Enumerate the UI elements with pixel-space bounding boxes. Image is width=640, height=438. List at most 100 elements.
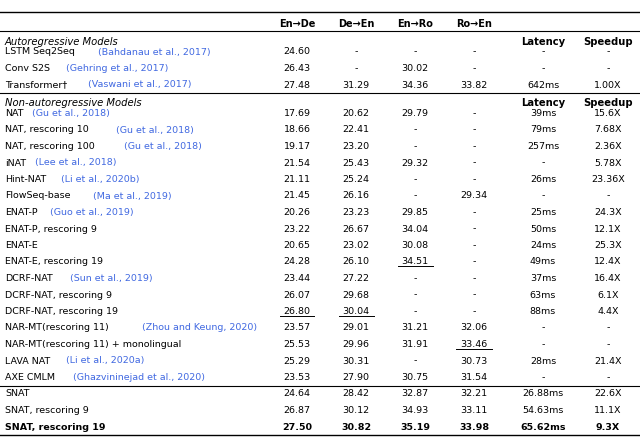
- Text: 20.65: 20.65: [284, 240, 310, 249]
- Text: Ro→En: Ro→En: [456, 19, 492, 29]
- Text: -: -: [472, 175, 476, 184]
- Text: 23.20: 23.20: [342, 141, 369, 151]
- Text: 31.91: 31.91: [401, 339, 429, 348]
- Text: Autoregressive Models: Autoregressive Models: [5, 37, 119, 47]
- Text: 21.4X: 21.4X: [595, 356, 621, 365]
- Text: 29.79: 29.79: [401, 109, 429, 118]
- Text: 257ms: 257ms: [527, 141, 559, 151]
- Text: NAT: NAT: [5, 109, 24, 118]
- Text: 2.36X: 2.36X: [594, 141, 622, 151]
- Text: -: -: [541, 339, 545, 348]
- Text: En→De: En→De: [279, 19, 315, 29]
- Text: 26.67: 26.67: [342, 224, 369, 233]
- Text: -: -: [472, 158, 476, 167]
- Text: 30.02: 30.02: [401, 64, 429, 73]
- Text: 22.41: 22.41: [342, 125, 369, 134]
- Text: 30.12: 30.12: [342, 405, 369, 414]
- Text: 33.82: 33.82: [460, 80, 488, 89]
- Text: ENAT-P: ENAT-P: [5, 208, 38, 216]
- Text: 642ms: 642ms: [527, 80, 559, 89]
- Text: En→Ro: En→Ro: [397, 19, 433, 29]
- Text: -: -: [472, 257, 476, 266]
- Text: -: -: [606, 323, 610, 332]
- Text: 23.02: 23.02: [342, 240, 369, 249]
- Text: 30.75: 30.75: [401, 372, 429, 381]
- Text: -: -: [472, 141, 476, 151]
- Text: -: -: [355, 64, 358, 73]
- Text: -: -: [541, 47, 545, 57]
- Text: 16.4X: 16.4X: [595, 273, 621, 283]
- Text: SNAT, rescoring 9: SNAT, rescoring 9: [5, 405, 89, 414]
- Text: -: -: [541, 323, 545, 332]
- Text: 29.01: 29.01: [342, 323, 369, 332]
- Text: 4.4X: 4.4X: [597, 306, 619, 315]
- Text: -: -: [606, 191, 610, 200]
- Text: 29.34: 29.34: [460, 191, 488, 200]
- Text: -: -: [472, 240, 476, 249]
- Text: FlowSeq-base: FlowSeq-base: [5, 191, 70, 200]
- Text: 29.32: 29.32: [401, 158, 429, 167]
- Text: -: -: [413, 47, 417, 57]
- Text: 26.87: 26.87: [284, 405, 310, 414]
- Text: 88ms: 88ms: [530, 306, 556, 315]
- Text: -: -: [472, 290, 476, 299]
- Text: -: -: [541, 191, 545, 200]
- Text: ENAT-P, rescoring 9: ENAT-P, rescoring 9: [5, 224, 97, 233]
- Text: 12.1X: 12.1X: [595, 224, 621, 233]
- Text: ENAT-E, rescoring 19: ENAT-E, rescoring 19: [5, 257, 103, 266]
- Text: 26.16: 26.16: [342, 191, 369, 200]
- Text: NAT, rescoring 10: NAT, rescoring 10: [5, 125, 89, 134]
- Text: 27.50: 27.50: [282, 421, 312, 431]
- Text: 34.04: 34.04: [401, 224, 429, 233]
- Text: 25.53: 25.53: [284, 339, 310, 348]
- Text: 24.64: 24.64: [284, 389, 310, 398]
- Text: 27.48: 27.48: [284, 80, 310, 89]
- Text: 49ms: 49ms: [530, 257, 556, 266]
- Text: -: -: [606, 64, 610, 73]
- Text: 26.07: 26.07: [284, 290, 310, 299]
- Text: -: -: [413, 273, 417, 283]
- Text: -: -: [606, 339, 610, 348]
- Text: iNAT: iNAT: [5, 158, 26, 167]
- Text: ENAT-E: ENAT-E: [5, 240, 38, 249]
- Text: Latency: Latency: [521, 37, 565, 47]
- Text: 6.1X: 6.1X: [597, 290, 619, 299]
- Text: 23.44: 23.44: [284, 273, 310, 283]
- Text: 32.21: 32.21: [460, 389, 488, 398]
- Text: 37ms: 37ms: [530, 273, 556, 283]
- Text: 15.6X: 15.6X: [595, 109, 621, 118]
- Text: (Gu et al., 2018): (Gu et al., 2018): [121, 141, 202, 151]
- Text: 33.46: 33.46: [460, 339, 488, 348]
- Text: -: -: [541, 372, 545, 381]
- Text: 50ms: 50ms: [530, 224, 556, 233]
- Text: 30.04: 30.04: [342, 306, 369, 315]
- Text: 28ms: 28ms: [530, 356, 556, 365]
- Text: 18.66: 18.66: [284, 125, 310, 134]
- Text: 34.51: 34.51: [401, 257, 429, 266]
- Text: 21.11: 21.11: [284, 175, 310, 184]
- Text: De→En: De→En: [338, 19, 374, 29]
- Text: -: -: [355, 47, 358, 57]
- Text: 21.45: 21.45: [284, 191, 310, 200]
- Text: -: -: [413, 125, 417, 134]
- Text: 24.28: 24.28: [284, 257, 310, 266]
- Text: 32.06: 32.06: [460, 323, 488, 332]
- Text: (Gehring et al., 2017): (Gehring et al., 2017): [63, 64, 168, 73]
- Text: 63ms: 63ms: [530, 290, 556, 299]
- Text: 33.98: 33.98: [459, 421, 489, 431]
- Text: 24.3X: 24.3X: [594, 208, 622, 216]
- Text: Speedup: Speedup: [583, 98, 633, 108]
- Text: 23.22: 23.22: [284, 224, 310, 233]
- Text: NAR-MT(rescoring 11) + monolingual: NAR-MT(rescoring 11) + monolingual: [5, 339, 181, 348]
- Text: -: -: [413, 356, 417, 365]
- Text: 26.88ms: 26.88ms: [522, 389, 564, 398]
- Text: 31.21: 31.21: [401, 323, 429, 332]
- Text: 34.36: 34.36: [401, 80, 429, 89]
- Text: 29.68: 29.68: [342, 290, 369, 299]
- Text: 35.19: 35.19: [400, 421, 430, 431]
- Text: 23.23: 23.23: [342, 208, 370, 216]
- Text: (Lee et al., 2018): (Lee et al., 2018): [32, 158, 116, 167]
- Text: 24ms: 24ms: [530, 240, 556, 249]
- Text: (Guo et al., 2019): (Guo et al., 2019): [47, 208, 134, 216]
- Text: LSTM Seq2Seq: LSTM Seq2Seq: [5, 47, 75, 57]
